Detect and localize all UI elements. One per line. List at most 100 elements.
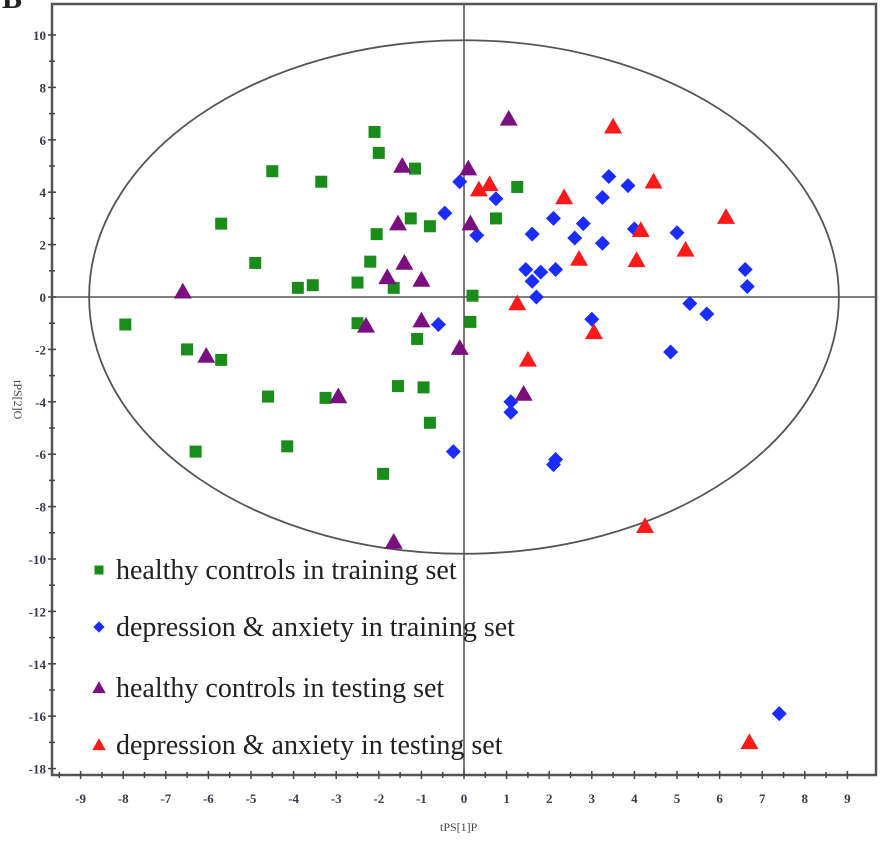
series-1	[119, 125, 524, 480]
x-tick-label: -6	[203, 791, 214, 806]
data-point	[423, 220, 436, 233]
data-point	[464, 315, 477, 328]
data-point	[430, 317, 446, 333]
data-point	[663, 344, 679, 360]
data-point	[716, 208, 735, 224]
data-point	[450, 339, 469, 355]
series-3	[173, 109, 533, 549]
x-tick-label: 4	[631, 791, 638, 806]
data-point	[567, 230, 583, 246]
data-point	[372, 146, 385, 159]
data-point	[215, 353, 228, 366]
data-point	[682, 296, 698, 312]
data-point	[173, 282, 192, 299]
data-point	[518, 350, 537, 367]
data-point	[555, 188, 574, 205]
legend-marker-diamond	[93, 621, 105, 633]
data-point	[423, 416, 436, 429]
axes-layer	[52, 4, 876, 775]
series-2	[430, 168, 787, 722]
data-point	[437, 205, 453, 221]
x-tick-label: -1	[416, 791, 427, 806]
y-tick-label: 4	[40, 185, 47, 200]
data-point	[771, 706, 787, 722]
y-tick-label: 10	[33, 28, 46, 43]
data-point	[395, 253, 414, 270]
legend-marker-triangle	[92, 738, 106, 751]
x-tick-label: 7	[759, 791, 766, 806]
data-point	[739, 279, 755, 295]
x-tick-label: -8	[118, 791, 129, 806]
data-point	[411, 332, 424, 345]
data-point	[699, 306, 715, 322]
data-point	[503, 394, 519, 410]
y-tick-label: -2	[35, 342, 46, 357]
x-tick-label: -5	[246, 791, 257, 806]
data-point	[737, 261, 753, 277]
data-point	[412, 270, 431, 287]
data-point	[262, 390, 275, 403]
data-point	[393, 157, 412, 173]
data-point	[466, 289, 479, 302]
data-point	[644, 172, 663, 189]
y-tick-label: -6	[35, 447, 46, 462]
x-axis-title: tPS[1]P	[440, 820, 478, 834]
y-tick-label: 2	[40, 238, 47, 253]
data-point	[480, 175, 499, 192]
data-point	[469, 227, 485, 243]
data-point	[459, 159, 478, 176]
data-point	[306, 279, 319, 292]
data-point	[319, 391, 332, 404]
y-tick-label: -16	[29, 709, 47, 724]
data-point	[533, 264, 549, 280]
legend-entry: depression & anxiety in training set	[93, 612, 515, 643]
data-point	[409, 162, 422, 175]
x-tick-label: 9	[844, 791, 851, 806]
data-point	[215, 217, 228, 230]
data-point	[488, 191, 504, 207]
y-axis-title: tPS[2]O	[11, 380, 25, 420]
points-layer	[119, 109, 787, 750]
x-tick-label: -4	[288, 791, 299, 806]
data-point	[315, 175, 328, 188]
data-point	[620, 178, 636, 194]
data-point	[387, 281, 400, 294]
x-tick-label: -2	[373, 791, 384, 806]
x-tick-label: 3	[589, 791, 596, 806]
data-point	[370, 228, 383, 241]
data-point	[281, 440, 294, 453]
y-tick-label: -12	[29, 604, 46, 619]
data-point	[461, 214, 480, 231]
data-point	[404, 212, 417, 225]
data-point	[499, 109, 518, 126]
data-point	[669, 225, 685, 241]
data-point	[594, 189, 610, 205]
data-point	[545, 210, 561, 226]
y-tick-label: 8	[40, 80, 47, 95]
data-point	[584, 311, 600, 327]
data-point	[575, 216, 591, 232]
data-point	[524, 226, 540, 242]
data-point	[364, 255, 377, 268]
x-tick-label: 0	[461, 791, 468, 806]
data-point	[391, 380, 404, 393]
data-point	[511, 180, 524, 193]
legend-label: depression & anxiety in training set	[116, 612, 515, 643]
legend-label: healthy controls in training set	[116, 555, 457, 586]
data-point	[508, 294, 527, 311]
data-point	[189, 445, 202, 458]
data-point	[368, 125, 381, 138]
data-point	[584, 323, 603, 340]
y-tick-label: -10	[29, 552, 46, 567]
data-point	[489, 212, 502, 225]
x-tick-label: 8	[802, 791, 809, 806]
data-point	[636, 517, 655, 533]
y-tick-label: -18	[29, 762, 47, 777]
legend-label: healthy controls in testing set	[116, 673, 444, 704]
legend-entry: depression & anxiety in testing set	[92, 730, 503, 761]
data-point	[627, 251, 646, 268]
data-point	[445, 444, 461, 460]
data-point	[452, 174, 468, 190]
data-point	[329, 387, 348, 404]
